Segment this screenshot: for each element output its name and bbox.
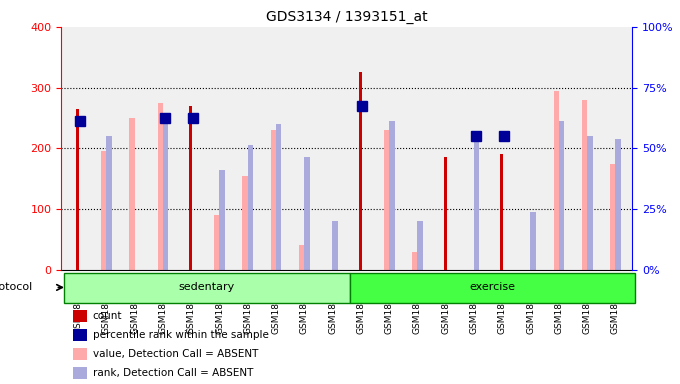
Bar xyxy=(76,109,79,270)
Bar xyxy=(101,151,107,270)
Bar xyxy=(106,136,112,270)
Bar xyxy=(474,136,479,270)
Bar xyxy=(276,124,282,270)
Bar xyxy=(444,157,447,270)
Bar xyxy=(359,73,362,270)
Text: percentile rank within the sample: percentile rank within the sample xyxy=(92,330,269,340)
Bar xyxy=(610,164,615,270)
Bar xyxy=(158,103,163,270)
Text: rank, Detection Call = ABSENT: rank, Detection Call = ABSENT xyxy=(92,367,253,377)
Text: exercise: exercise xyxy=(469,282,515,293)
Bar xyxy=(418,221,423,270)
Bar xyxy=(500,154,503,270)
Bar xyxy=(333,221,338,270)
Bar xyxy=(189,106,192,270)
Bar xyxy=(412,252,418,270)
Text: protocol: protocol xyxy=(0,282,33,293)
Bar xyxy=(73,329,87,341)
Bar xyxy=(73,348,87,360)
FancyBboxPatch shape xyxy=(350,273,635,303)
Bar xyxy=(559,121,564,270)
Bar xyxy=(271,130,276,270)
Bar xyxy=(304,157,309,270)
Bar xyxy=(73,310,87,322)
Bar xyxy=(587,136,592,270)
Bar xyxy=(615,139,621,270)
Bar xyxy=(389,121,394,270)
Bar xyxy=(214,215,220,270)
Bar xyxy=(530,212,536,270)
Text: value, Detection Call = ABSENT: value, Detection Call = ABSENT xyxy=(92,349,258,359)
Bar xyxy=(129,118,135,270)
Bar xyxy=(554,91,559,270)
Bar xyxy=(219,170,225,270)
Title: GDS3134 / 1393151_at: GDS3134 / 1393151_at xyxy=(266,10,428,25)
Bar xyxy=(248,145,253,270)
Bar xyxy=(163,121,169,270)
Bar xyxy=(243,175,248,270)
Bar xyxy=(582,100,588,270)
Text: count: count xyxy=(92,311,122,321)
FancyBboxPatch shape xyxy=(64,273,350,303)
Bar xyxy=(384,130,390,270)
Bar xyxy=(299,245,305,270)
Bar xyxy=(73,367,87,379)
Text: sedentary: sedentary xyxy=(179,282,235,293)
